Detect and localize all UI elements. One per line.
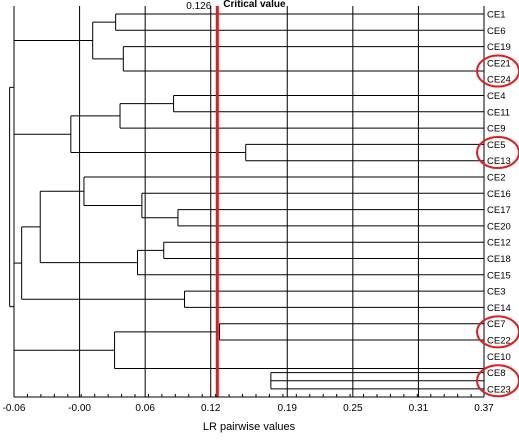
- leaf-label: CE4: [487, 91, 505, 102]
- highlight-ring: [476, 315, 519, 349]
- leaf-label: CE16: [487, 189, 511, 200]
- x-tick-label: 0.37: [474, 403, 494, 414]
- leaf-label: CE3: [487, 287, 505, 298]
- leaf-label: CE9: [487, 124, 505, 135]
- x-tick-label: 0.25: [343, 403, 363, 414]
- highlight-ring: [476, 364, 519, 398]
- leaf-label: CE15: [487, 270, 511, 281]
- x-axis-label: LR pairwise values: [203, 421, 296, 433]
- leaf-label: CE18: [487, 254, 511, 265]
- highlight-ring: [476, 136, 519, 170]
- leaf-label: CE2: [487, 173, 505, 184]
- leaf-label: CE17: [487, 205, 511, 216]
- leaf-label: CE23: [487, 384, 511, 395]
- leaf-label: CE10: [487, 352, 511, 363]
- leaf-label: CE7: [487, 319, 505, 330]
- critical-value-label: Critical value: [223, 0, 286, 10]
- leaf-label: CE14: [487, 303, 511, 314]
- highlight-ring: [476, 54, 519, 88]
- x-tick-label: 0.12: [201, 403, 221, 414]
- x-tick-label: 0.19: [278, 403, 298, 414]
- leaf-label: CE13: [487, 156, 511, 167]
- leaf-label: CE12: [487, 238, 511, 249]
- leaf-label: CE5: [487, 140, 505, 151]
- leaf-label: CE19: [487, 42, 511, 53]
- x-tick-label: -0.00: [68, 403, 91, 414]
- leaf-label: CE22: [487, 336, 511, 347]
- leaf-label: CE11: [487, 107, 510, 118]
- leaf-label: CE24: [487, 75, 511, 86]
- x-tick-label: 0.06: [135, 403, 155, 414]
- leaf-label: CE21: [487, 58, 511, 69]
- leaf-label: CE6: [487, 26, 505, 37]
- critical-value-number: 0.126: [186, 1, 211, 12]
- x-tick-label: 0.31: [409, 403, 429, 414]
- leaf-label: CE1: [487, 10, 505, 21]
- leaf-label: CE20: [487, 221, 511, 232]
- x-tick-label: -0.06: [3, 403, 26, 414]
- leaf-label: CE8: [487, 368, 505, 379]
